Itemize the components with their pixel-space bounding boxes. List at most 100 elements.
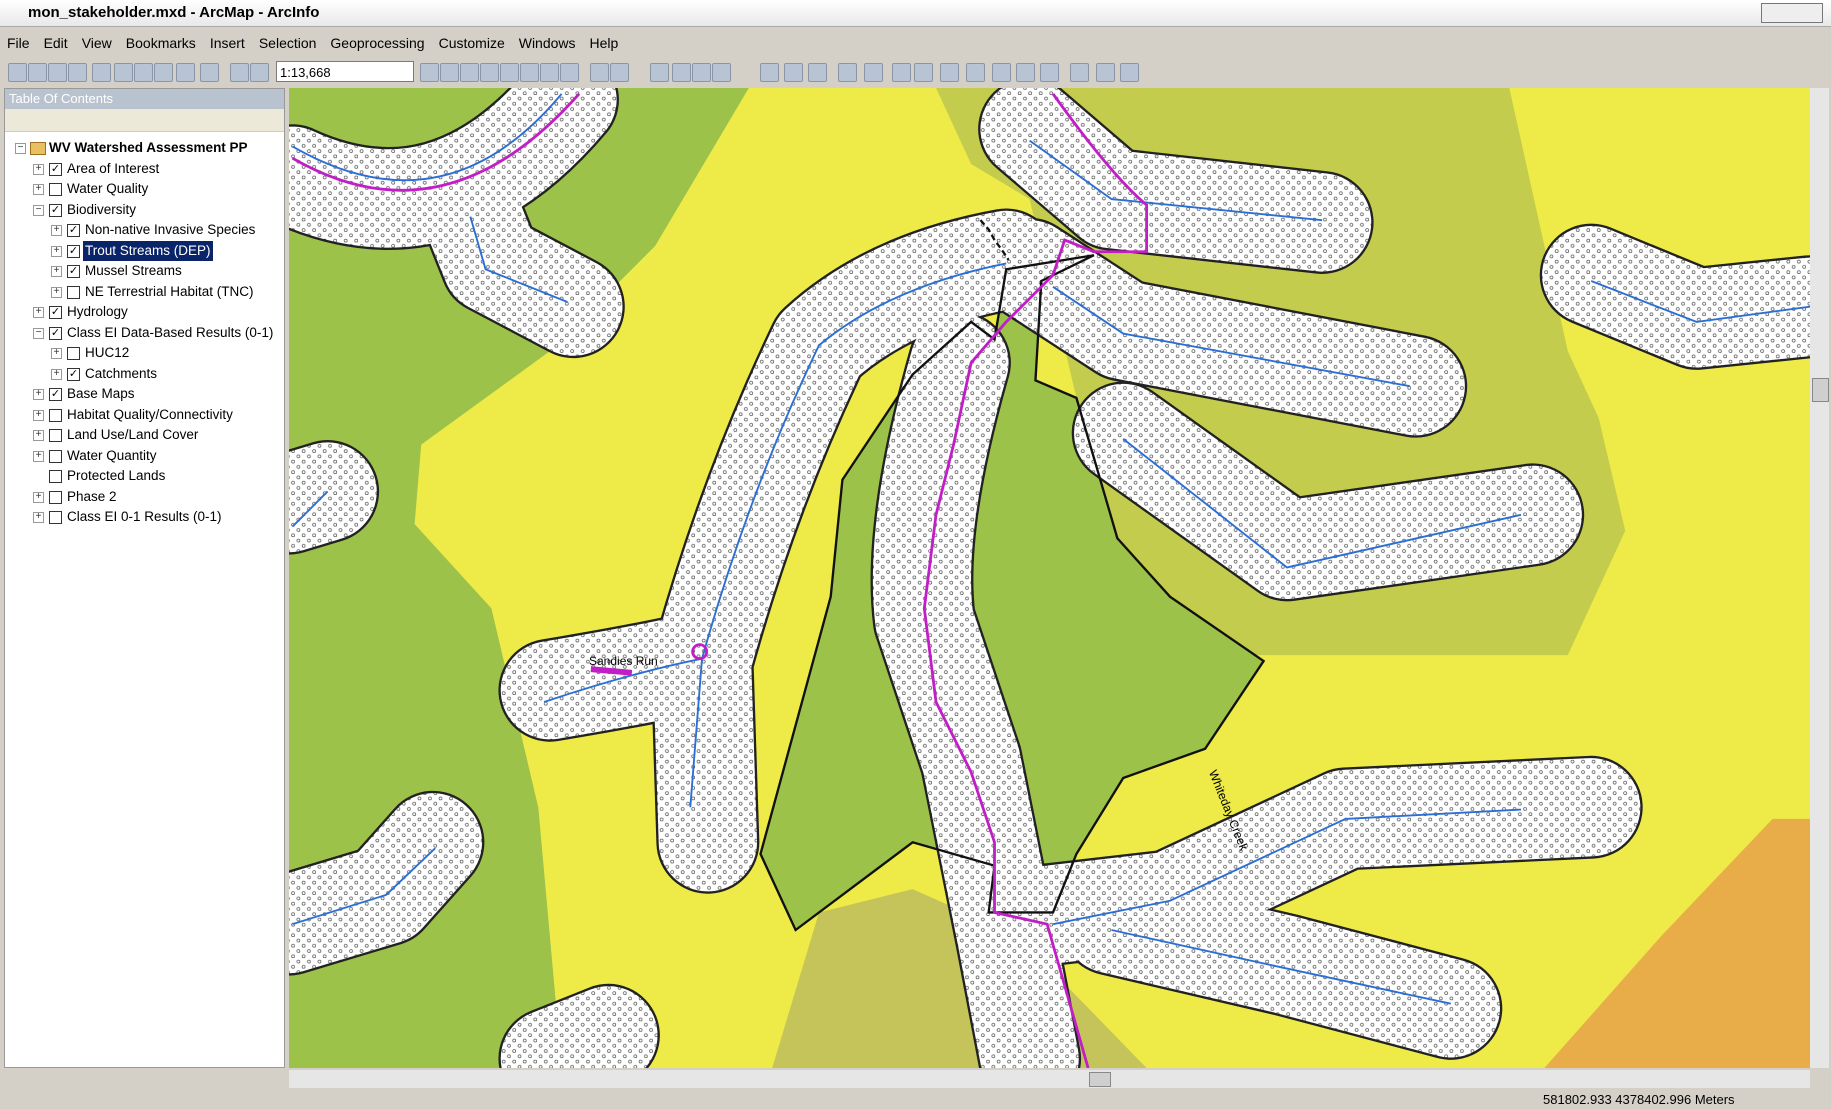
menu-item[interactable]: Windows xyxy=(518,35,576,51)
toc-label[interactable]: WV Watershed Assessment PP xyxy=(49,140,248,155)
tool-button[interactable] xyxy=(68,63,87,82)
checkbox[interactable] xyxy=(49,183,62,196)
expander[interactable]: + xyxy=(51,286,62,298)
expander[interactable]: + xyxy=(51,245,62,257)
expander[interactable]: + xyxy=(33,163,44,175)
map-view[interactable]: Whiteday Creek Sandies Run xyxy=(237,48,1831,1109)
tool-button[interactable] xyxy=(914,63,933,82)
checkbox[interactable] xyxy=(67,285,80,299)
tool-button[interactable] xyxy=(230,63,249,82)
tool-button[interactable] xyxy=(760,63,779,82)
toc-label[interactable]: Catchments xyxy=(85,365,158,381)
checkbox[interactable]: ✓ xyxy=(49,203,62,217)
toc-label[interactable]: HUC12 xyxy=(85,345,130,360)
menu-item[interactable]: Insert xyxy=(209,35,245,51)
tool-button[interactable] xyxy=(650,63,669,82)
checkbox[interactable] xyxy=(49,470,62,483)
checkbox[interactable]: ✓ xyxy=(49,388,62,401)
expander[interactable]: + xyxy=(33,450,44,462)
tool-button[interactable] xyxy=(440,63,459,82)
toc-label[interactable]: Non-native Invasive Species xyxy=(85,222,256,237)
tool-button[interactable] xyxy=(500,63,519,82)
tool-button[interactable] xyxy=(892,63,911,82)
tool-button[interactable] xyxy=(966,63,985,82)
tool-button[interactable] xyxy=(460,63,479,82)
toc-label[interactable]: Class EI Data-Based Results (0-1) xyxy=(67,324,274,340)
tool-button[interactable] xyxy=(692,63,711,82)
tool-button[interactable] xyxy=(808,63,827,82)
expander[interactable]: + xyxy=(51,348,62,359)
checkbox[interactable] xyxy=(67,347,80,360)
toc-label[interactable]: Area of Interest xyxy=(67,160,160,176)
toc-label[interactable]: NE Terrestrial Habitat (TNC) xyxy=(85,283,254,299)
tool-button[interactable] xyxy=(1096,63,1115,82)
tool-button[interactable] xyxy=(154,63,173,82)
tool-button[interactable] xyxy=(672,63,691,82)
tool-button[interactable] xyxy=(1040,63,1059,82)
toc-label[interactable]: Protected Lands xyxy=(67,468,166,483)
horizontal-scrollbar[interactable] xyxy=(289,1070,1810,1088)
tool-button[interactable] xyxy=(134,63,153,82)
checkbox[interactable]: ✓ xyxy=(67,367,80,381)
tool-button[interactable] xyxy=(8,63,27,82)
tool-button[interactable] xyxy=(92,63,111,82)
toc-label[interactable]: Land Use/Land Cover xyxy=(67,427,199,442)
tool-button[interactable] xyxy=(176,63,195,82)
scroll-thumb[interactable] xyxy=(1812,378,1829,402)
checkbox[interactable] xyxy=(49,429,62,442)
checkbox[interactable]: ✓ xyxy=(67,265,80,278)
menu-item[interactable]: Bookmarks xyxy=(125,35,196,51)
menu-item[interactable]: Selection xyxy=(258,35,317,51)
toc-label[interactable]: Habitat Quality/Connectivity xyxy=(67,406,233,422)
tool-button[interactable] xyxy=(1016,63,1035,82)
tool-button[interactable] xyxy=(560,63,579,82)
expander[interactable]: + xyxy=(33,409,44,421)
expander[interactable]: + xyxy=(33,512,44,523)
expander[interactable]: + xyxy=(51,266,62,277)
checkbox[interactable]: ✓ xyxy=(67,224,80,237)
toc-label[interactable]: Base Maps xyxy=(67,386,135,401)
checkbox[interactable]: ✓ xyxy=(49,306,62,319)
vertical-scrollbar[interactable] xyxy=(1810,88,1829,1068)
tool-button[interactable] xyxy=(480,63,499,82)
expander[interactable]: + xyxy=(33,430,44,441)
expander[interactable]: − xyxy=(33,204,44,216)
tool-button[interactable] xyxy=(864,63,883,82)
menu-item[interactable]: Customize xyxy=(438,35,505,51)
expander[interactable]: + xyxy=(51,225,62,236)
tool-button[interactable] xyxy=(590,63,609,82)
tool-button[interactable] xyxy=(520,63,539,82)
toc-label[interactable]: Class EI 0-1 Results (0-1) xyxy=(67,509,222,524)
menu-item[interactable]: Help xyxy=(589,35,619,51)
checkbox[interactable]: ✓ xyxy=(49,326,62,340)
window-controls[interactable] xyxy=(1761,3,1823,23)
tool-button[interactable] xyxy=(250,63,269,82)
menu-item[interactable]: File xyxy=(7,35,30,51)
tool-button[interactable] xyxy=(784,63,803,82)
toc-label[interactable]: Water Quality xyxy=(67,181,149,196)
tool-button[interactable] xyxy=(1120,63,1139,82)
toc-label[interactable]: Hydrology xyxy=(67,304,128,319)
expander[interactable]: − xyxy=(15,143,26,154)
scroll-thumb[interactable] xyxy=(1089,1072,1111,1087)
menu-item[interactable]: View xyxy=(81,35,112,51)
tool-button[interactable] xyxy=(940,63,959,82)
tool-button[interactable] xyxy=(28,63,47,82)
expander[interactable]: + xyxy=(33,389,44,400)
checkbox[interactable] xyxy=(49,408,62,422)
toc-label[interactable]: Phase 2 xyxy=(67,488,117,504)
tool-button[interactable] xyxy=(610,63,629,82)
scale-box[interactable]: 1:13,668 xyxy=(276,61,414,82)
menu-item[interactable]: Edit xyxy=(43,35,68,51)
menu-item[interactable]: Geoprocessing xyxy=(330,35,425,51)
expander[interactable]: + xyxy=(51,368,62,380)
tool-button[interactable] xyxy=(540,63,559,82)
toc-label[interactable]: Trout Streams (DEP) xyxy=(83,240,213,261)
toc-label[interactable]: Biodiversity xyxy=(67,201,137,217)
expander[interactable]: + xyxy=(33,184,44,195)
expander[interactable]: − xyxy=(33,327,44,339)
checkbox[interactable] xyxy=(49,511,62,524)
tool-button[interactable] xyxy=(420,63,439,82)
checkbox[interactable]: ✓ xyxy=(49,162,62,176)
checkbox[interactable] xyxy=(49,490,62,504)
